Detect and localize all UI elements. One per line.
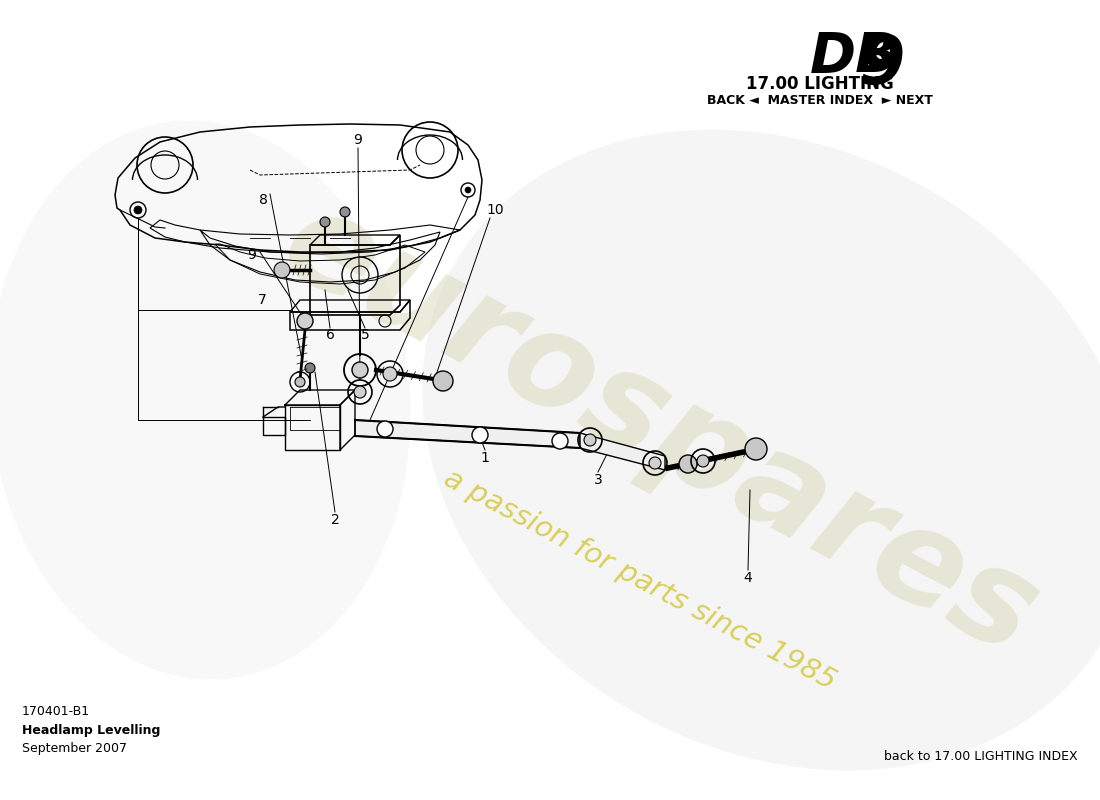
Circle shape: [134, 206, 142, 214]
Circle shape: [649, 457, 661, 469]
Text: a passion for parts since 1985: a passion for parts since 1985: [439, 464, 840, 696]
Circle shape: [340, 207, 350, 217]
Text: 9: 9: [248, 248, 256, 262]
Text: 2: 2: [331, 513, 340, 527]
Ellipse shape: [422, 130, 1100, 770]
Circle shape: [433, 371, 453, 391]
Text: 17.00 LIGHTING: 17.00 LIGHTING: [746, 75, 894, 93]
Text: 7: 7: [257, 293, 266, 307]
Text: DB: DB: [810, 30, 899, 84]
Circle shape: [297, 313, 313, 329]
Text: 5: 5: [361, 328, 370, 342]
Circle shape: [745, 438, 767, 460]
Circle shape: [320, 217, 330, 227]
Circle shape: [697, 455, 710, 467]
Circle shape: [274, 262, 290, 278]
Text: September 2007: September 2007: [22, 742, 126, 755]
Text: 8: 8: [258, 193, 267, 207]
Text: back to 17.00 LIGHTING INDEX: back to 17.00 LIGHTING INDEX: [884, 750, 1078, 763]
Text: 3: 3: [594, 473, 603, 487]
Ellipse shape: [0, 121, 410, 679]
Text: eurospares: eurospares: [262, 178, 1058, 682]
Circle shape: [354, 386, 366, 398]
Text: 6: 6: [326, 328, 334, 342]
Circle shape: [295, 377, 305, 387]
Circle shape: [552, 433, 568, 449]
Circle shape: [377, 421, 393, 437]
Text: 4: 4: [744, 571, 752, 585]
Text: BACK ◄  MASTER INDEX  ► NEXT: BACK ◄ MASTER INDEX ► NEXT: [707, 94, 933, 107]
Text: 9: 9: [858, 32, 904, 98]
Circle shape: [352, 362, 368, 378]
Circle shape: [679, 455, 697, 473]
Text: 1: 1: [481, 451, 490, 465]
Polygon shape: [580, 433, 666, 470]
Text: 170401-B1: 170401-B1: [22, 705, 90, 718]
Polygon shape: [355, 420, 580, 448]
Text: 9: 9: [353, 133, 362, 147]
Circle shape: [305, 363, 315, 373]
Text: Headlamp Levelling: Headlamp Levelling: [22, 724, 161, 737]
Circle shape: [465, 187, 471, 193]
Circle shape: [383, 367, 397, 381]
Text: 10: 10: [486, 203, 504, 217]
Circle shape: [472, 427, 488, 443]
Circle shape: [584, 434, 596, 446]
